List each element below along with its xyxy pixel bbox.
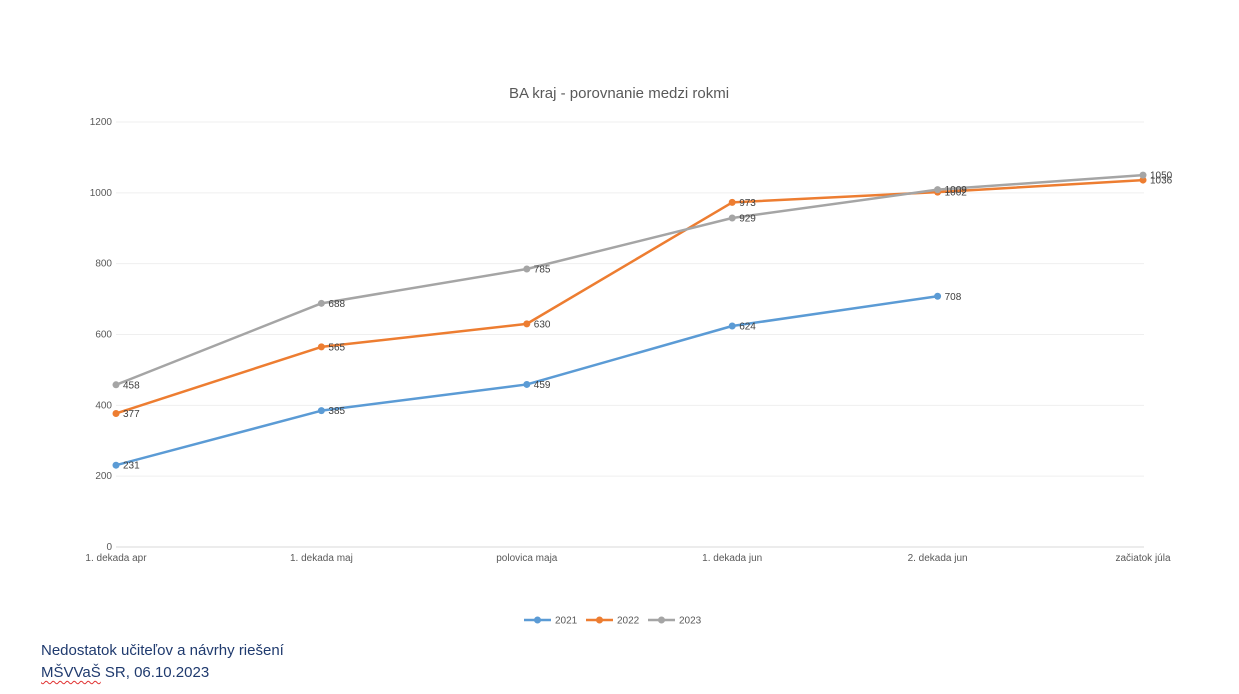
series-2022: 377 565 630 973 1002 1036 xyxy=(112,176,1173,420)
data-point xyxy=(112,381,120,389)
data-point xyxy=(728,214,736,222)
series-2023: 458 688 785 929 1009 1050 xyxy=(112,171,1173,391)
data-label: 385 xyxy=(328,406,345,417)
y-tick-label: 400 xyxy=(95,400,112,411)
y-tick-label: 1200 xyxy=(90,117,113,128)
series-2021: 231 385 459 624 708 xyxy=(112,292,962,472)
footer-ministry: MŠVVaŠ xyxy=(41,664,101,681)
data-point xyxy=(728,198,736,206)
footer-source: MŠVVaŠ SR, 06.10.2023 xyxy=(41,662,284,684)
data-label: 1009 xyxy=(945,185,968,196)
data-label: 459 xyxy=(534,380,551,391)
data-label: 973 xyxy=(739,198,756,209)
y-tick-label: 600 xyxy=(95,330,112,341)
data-point xyxy=(1139,176,1147,184)
data-label: 785 xyxy=(534,264,551,275)
legend: 2021 2022 2023 xyxy=(524,616,702,627)
x-tick-label: 1. dekada jun xyxy=(702,553,762,564)
data-point xyxy=(523,320,531,328)
data-point xyxy=(934,292,942,300)
footer-title: Nedostatok učiteľov a návrhy riešení xyxy=(41,642,284,659)
data-point xyxy=(317,299,325,307)
x-tick-label: 2. dekada jun xyxy=(908,553,968,564)
x-axis-ticks: 1. dekada apr 1. dekada maj polovica maja 1… xyxy=(85,553,1171,564)
data-label: 708 xyxy=(945,292,962,303)
legend-label: 2023 xyxy=(679,616,702,627)
data-point xyxy=(1139,171,1147,179)
data-point xyxy=(523,380,531,388)
y-axis-ticks: 0 200 400 600 800 1000 1200 xyxy=(90,117,113,553)
legend-item-2022: 2022 xyxy=(586,616,640,627)
legend-marker xyxy=(596,616,603,624)
legend-marker xyxy=(658,616,665,624)
data-label: 458 xyxy=(123,380,140,391)
y-tick-label: 1000 xyxy=(90,188,113,199)
legend-item-2023: 2023 xyxy=(648,616,702,627)
data-label: 688 xyxy=(328,299,345,310)
x-tick-label: začiatok júla xyxy=(1115,553,1170,564)
data-label: 1050 xyxy=(1150,171,1173,182)
data-label: 377 xyxy=(123,409,140,420)
data-point xyxy=(112,409,120,417)
x-tick-label: 1. dekada apr xyxy=(85,553,147,564)
legend-label: 2021 xyxy=(555,616,578,627)
data-label: 630 xyxy=(534,319,551,330)
y-tick-label: 200 xyxy=(95,471,112,482)
data-label: 1002 xyxy=(945,188,968,199)
y-tick-label: 0 xyxy=(106,542,112,553)
data-label: 565 xyxy=(328,342,345,353)
data-point xyxy=(934,186,942,194)
legend-marker xyxy=(534,616,541,624)
data-point xyxy=(112,461,120,469)
x-tick-label: polovica maja xyxy=(496,553,558,564)
chart-title: BA kraj - porovnanie medzi rokmi xyxy=(509,85,729,102)
data-point xyxy=(728,322,736,330)
data-point xyxy=(523,265,531,273)
legend-item-2021: 2021 xyxy=(524,616,578,627)
data-label: 929 xyxy=(739,213,756,224)
x-tick-label: 1. dekada maj xyxy=(290,553,353,564)
series-line xyxy=(115,173,1144,386)
data-label: 624 xyxy=(739,322,756,333)
series-line xyxy=(115,178,1144,415)
footer-date: SR, 06.10.2023 xyxy=(100,664,210,681)
footer: Nedostatok učiteľov a návrhy riešení MŠV… xyxy=(41,640,284,684)
data-label: 1036 xyxy=(1150,176,1173,187)
data-point xyxy=(317,407,325,415)
y-tick-label: 800 xyxy=(95,259,112,270)
data-point xyxy=(317,343,325,351)
series-group: 231 385 459 624 708 377 565 630 973 1002 1036 458 68… xyxy=(112,171,1173,472)
data-label: 231 xyxy=(123,461,140,472)
legend-label: 2022 xyxy=(617,616,640,627)
